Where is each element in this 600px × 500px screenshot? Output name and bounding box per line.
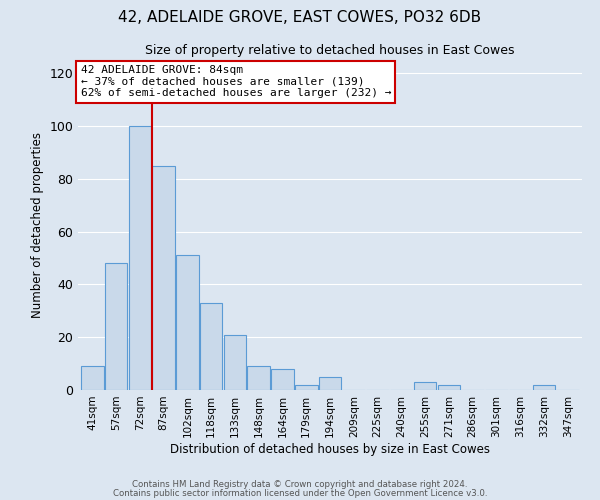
Bar [319, 377, 341, 390]
Bar [128, 126, 151, 390]
Bar [105, 264, 127, 390]
Bar [152, 166, 175, 390]
Bar [224, 334, 246, 390]
Bar [271, 369, 294, 390]
Text: Contains public sector information licensed under the Open Government Licence v3: Contains public sector information licen… [113, 490, 487, 498]
Text: 42 ADELAIDE GROVE: 84sqm
← 37% of detached houses are smaller (139)
62% of semi-: 42 ADELAIDE GROVE: 84sqm ← 37% of detach… [80, 65, 391, 98]
Y-axis label: Number of detached properties: Number of detached properties [31, 132, 44, 318]
Bar [200, 303, 223, 390]
Bar [176, 256, 199, 390]
Title: Size of property relative to detached houses in East Cowes: Size of property relative to detached ho… [145, 44, 515, 58]
Bar [247, 366, 270, 390]
Bar [81, 366, 104, 390]
Bar [437, 384, 460, 390]
X-axis label: Distribution of detached houses by size in East Cowes: Distribution of detached houses by size … [170, 442, 490, 456]
Bar [533, 384, 555, 390]
Bar [295, 384, 317, 390]
Bar [414, 382, 436, 390]
Text: Contains HM Land Registry data © Crown copyright and database right 2024.: Contains HM Land Registry data © Crown c… [132, 480, 468, 489]
Text: 42, ADELAIDE GROVE, EAST COWES, PO32 6DB: 42, ADELAIDE GROVE, EAST COWES, PO32 6DB [118, 10, 482, 25]
